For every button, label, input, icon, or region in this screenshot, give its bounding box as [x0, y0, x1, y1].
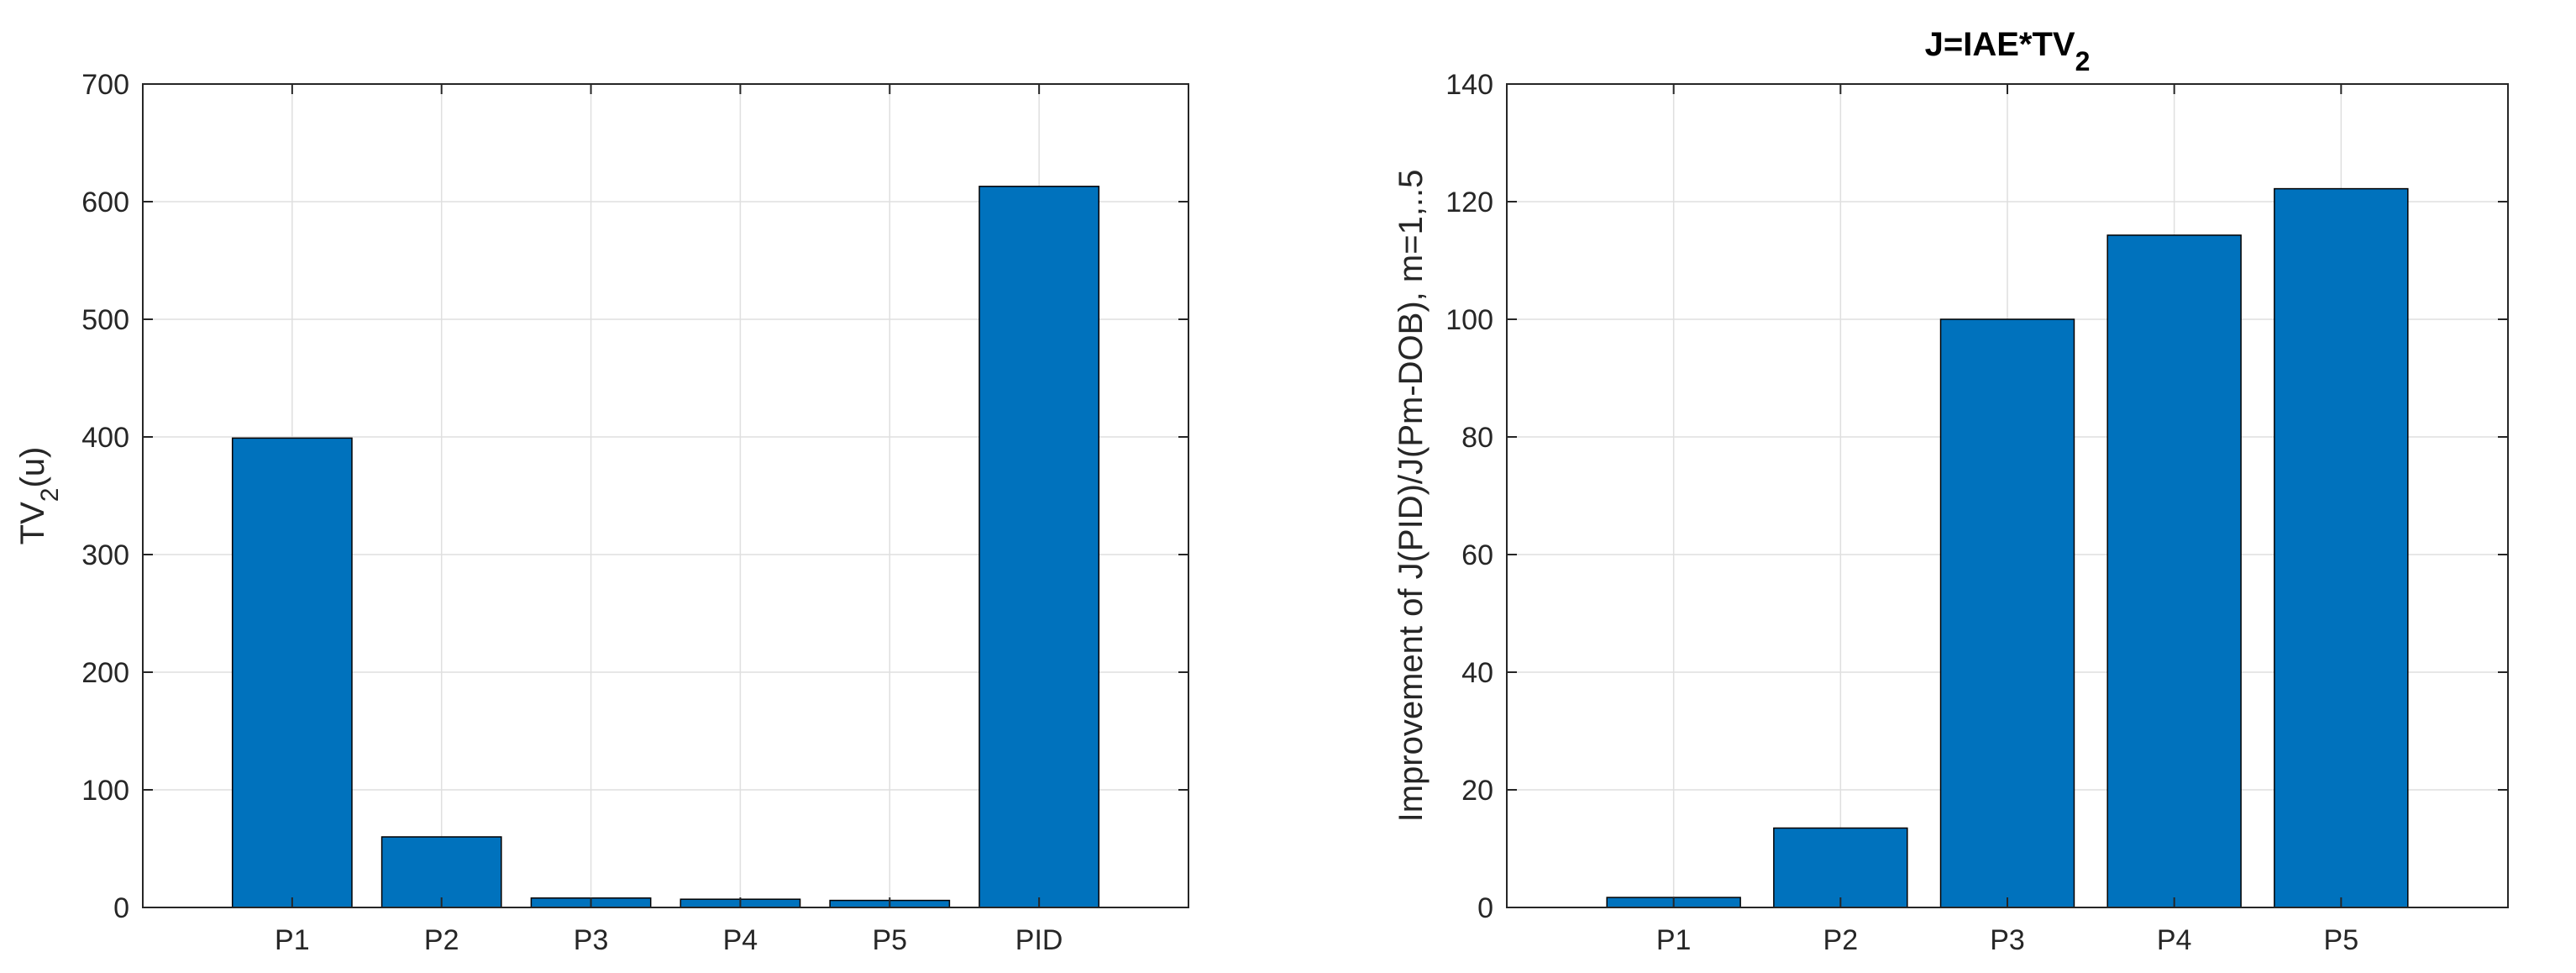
- y-tick-label: 500: [81, 304, 129, 336]
- y-axis-label: TV2(u): [14, 447, 64, 545]
- x-tick-label: P5: [2324, 924, 2359, 956]
- y-tick-label: 80: [1461, 422, 1493, 454]
- x-tick-label: P1: [275, 924, 310, 956]
- bar-p2: [1773, 827, 1908, 908]
- chart-tv2: 0 100 200 300 400 500 600 700 P1 P2 P3 P4 P5 PID TV2(…: [14, 69, 1189, 956]
- bar-p4: [2106, 234, 2242, 908]
- y-tick-label: 100: [1445, 304, 1493, 336]
- x-tick-label: P3: [574, 924, 609, 956]
- ticks: 0 100 200 300 400 500 600 700 P1 P2 P3 P4 P5 PID: [81, 69, 1188, 956]
- y-tick-label: 700: [81, 69, 129, 101]
- y-tick-label: 0: [113, 892, 129, 924]
- bar-p3: [1939, 318, 2075, 908]
- x-tick-label: P3: [1990, 924, 2025, 956]
- x-tick-label: P5: [872, 924, 907, 956]
- bar-pid: [978, 186, 1100, 908]
- y-tick-label: 120: [1445, 187, 1493, 218]
- x-tick-label: P4: [2157, 924, 2192, 956]
- x-tick-label: P1: [1656, 924, 1692, 956]
- bar-p5: [2274, 187, 2409, 908]
- x-tick-label: P2: [1823, 924, 1859, 956]
- ticks: 0 20 40 60 80 100 120 140 P1 P2 P3 P4 P5: [1445, 69, 2508, 956]
- x-tick-label: P4: [723, 924, 758, 956]
- y-tick-label: 60: [1461, 539, 1493, 571]
- chart-title: J=IAE*TV2: [1925, 26, 2091, 76]
- x-tick-label: P2: [424, 924, 459, 956]
- y-tick-label: 400: [81, 422, 129, 454]
- y-tick-label: 0: [1477, 892, 1493, 924]
- bar-p1: [231, 437, 353, 908]
- y-tick-label: 100: [81, 775, 129, 807]
- y-axis-label: Improvement of J(PID)/J(Pm-DOB), m=1,..5: [1393, 170, 1430, 823]
- y-tick-label: 300: [81, 539, 129, 571]
- bar-p2: [380, 836, 502, 908]
- y-tick-label: 20: [1461, 775, 1493, 807]
- y-tick-label: 200: [81, 657, 129, 689]
- axes-box: [142, 83, 1189, 908]
- x-tick-label: PID: [1015, 924, 1063, 956]
- chart-improvement: 0 20 40 60 80 100 120 140 P1 P2 P3 P4 P5 Improvement…: [1393, 26, 2509, 956]
- y-tick-label: 140: [1445, 69, 1493, 101]
- y-tick-label: 40: [1461, 657, 1493, 689]
- bars: [231, 186, 1100, 908]
- y-tick-label: 600: [81, 187, 129, 218]
